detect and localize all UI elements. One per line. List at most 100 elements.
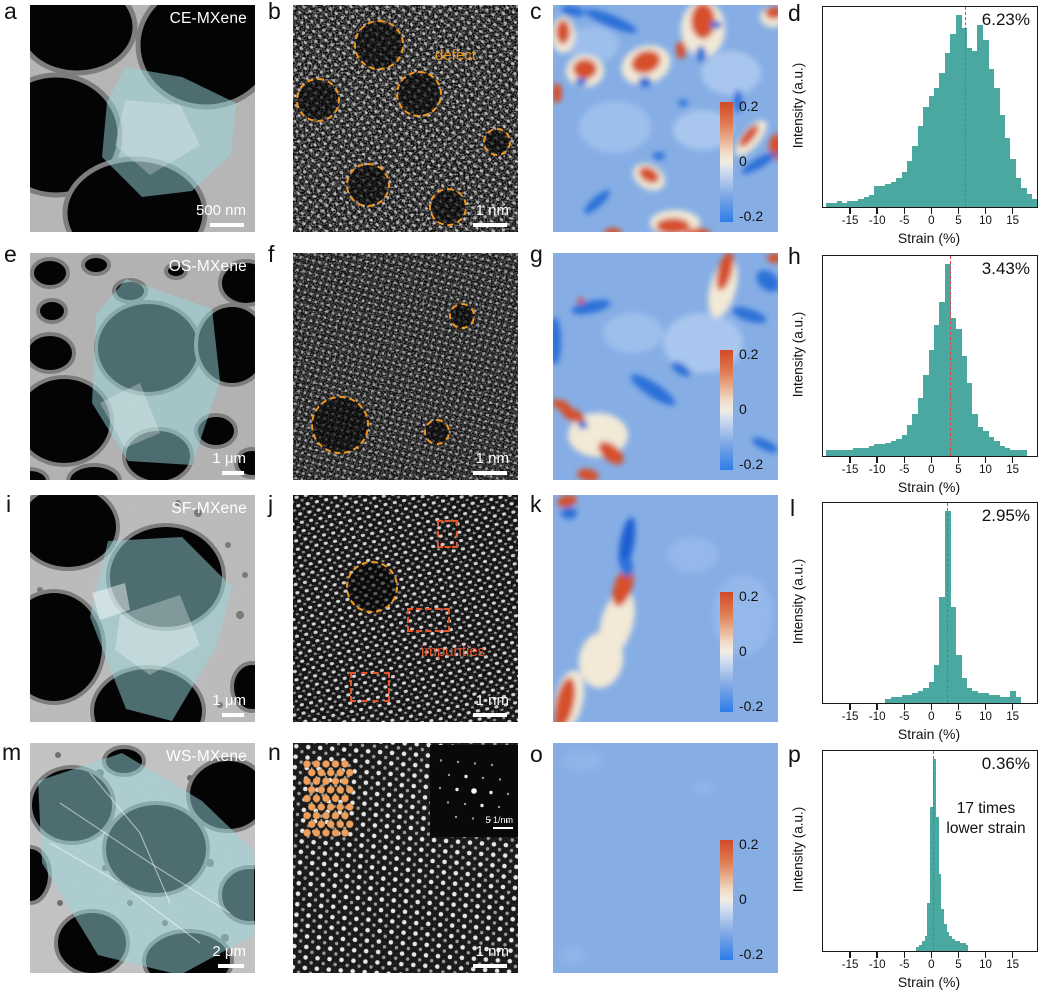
mxene-flake (102, 67, 236, 197)
scale-bar-label: 500 nm (195, 202, 246, 219)
panel-f-stem: 1 nm (293, 253, 518, 480)
x-axis-tick-label: -5 (899, 215, 910, 227)
histogram-bar (999, 114, 1005, 207)
x-axis-tick-label: -10 (868, 215, 886, 227)
mxene-flake (90, 537, 232, 721)
histogram-bar (961, 28, 968, 207)
defect-circle (346, 561, 398, 613)
histogram-bar (961, 678, 968, 703)
histogram-plot: 6.23% -15 -10 -5 0 5 10 15 (822, 6, 1038, 227)
scale-bar-line (473, 712, 507, 717)
colorbar-label-max: 0.2 (739, 836, 759, 852)
x-axis-tick-label: 5 (955, 959, 962, 971)
scale-bar: 1 nm (473, 943, 509, 968)
histogram-bar (934, 325, 940, 456)
histogram-bar (1004, 697, 1011, 703)
histogram-bar (885, 442, 892, 456)
histogram-bar (934, 87, 940, 207)
histogram-bar (961, 356, 968, 456)
histogram-bar (928, 350, 935, 456)
colorbar-label-mid: 0 (739, 891, 747, 907)
panel-letter-b: b (268, 0, 281, 24)
histogram-bar (977, 693, 984, 703)
histogram-bar (825, 450, 832, 456)
x-axis-tick (876, 456, 878, 463)
histogram-bar (957, 941, 961, 951)
panel-letter-d: d (788, 0, 801, 26)
x-axis-tick (1011, 703, 1014, 710)
x-axis-tick-label: -5 (899, 711, 910, 723)
histogram-bar (1009, 159, 1016, 207)
histogram-bar (966, 687, 973, 703)
x-axis-tick (984, 207, 987, 214)
x-axis-tick (984, 456, 987, 463)
colorbar-label-mid: 0 (739, 643, 747, 659)
histogram-bar (955, 329, 962, 456)
x-axis-tick-label: 15 (1006, 959, 1019, 971)
x-axis-tick-label: -10 (868, 464, 886, 476)
x-axis-tick (903, 951, 906, 958)
x-axis-tick (984, 951, 987, 958)
impurity-box (350, 672, 390, 702)
histogram-bar (982, 431, 989, 456)
histogram-bar (950, 34, 957, 207)
histogram-bar (825, 203, 832, 207)
panel-letter-k: k (530, 491, 542, 517)
material-label: SF-MXene (171, 500, 247, 517)
colorbar-label-min: -0.2 (739, 208, 764, 224)
scale-bar: 500 nm (195, 202, 246, 227)
material-label: CE-MXene (169, 10, 247, 27)
colorbar-label-max: 0.2 (739, 98, 759, 114)
x-axis-tick (957, 703, 960, 710)
histogram-bar (930, 807, 934, 951)
fft-scale-bar-label: 5 1/nm (485, 815, 513, 825)
panel-letter-g: g (530, 241, 543, 267)
x-axis-tick (903, 207, 906, 214)
defect-circle (429, 188, 467, 226)
histogram-bar (977, 24, 984, 207)
x-axis-tick-label: -15 (841, 215, 859, 227)
histogram-bar (971, 51, 978, 207)
histogram-bar (962, 943, 966, 951)
mean-strain-value: 3.43% (981, 259, 1030, 278)
histogram-bar (852, 448, 859, 456)
x-axis-tick (930, 951, 933, 958)
x-axis-tick-label: -10 (868, 959, 886, 971)
x-axis-tick (876, 207, 878, 214)
histogram-bar (890, 440, 897, 456)
x-axis-tick-label: 15 (1006, 464, 1019, 476)
histogram-bar (924, 935, 928, 951)
scale-bar-line (473, 470, 507, 475)
x-axis-tick-label: 0 (928, 464, 935, 476)
panel-a-tem: CE-MXene 500 nm (30, 5, 255, 232)
scale-bar: 1 μm (212, 692, 246, 717)
scale-bar-label: 1 μm (212, 450, 246, 467)
panel-p-histogram: Intensity (a.u.) 0.36% 17 times lower st… (788, 750, 1039, 991)
histogram-plot: 0.36% 17 times lower strain -15 -10 -5 0 5 10… (822, 750, 1038, 971)
mean-strain-line (949, 256, 951, 456)
mxene-flake (92, 279, 220, 465)
histogram-bar (885, 699, 892, 703)
scale-bar-line (218, 963, 244, 968)
panel-letter-n: n (268, 739, 281, 765)
histogram-bar (928, 95, 935, 207)
mean-strain-line (947, 503, 949, 703)
histogram-bar (912, 145, 919, 207)
histogram-bar (923, 107, 930, 207)
x-axis-tick (957, 456, 960, 463)
scale-bar-line (222, 712, 244, 717)
histogram-bar (944, 264, 951, 456)
histogram-bar (879, 185, 886, 207)
histogram-bar (896, 438, 903, 456)
histogram-bar (917, 691, 924, 703)
histogram-bar (885, 183, 892, 207)
panel-g-strain-map: 0.2 0 -0.2 (553, 253, 778, 480)
y-axis-label: Intensity (a.u.) (790, 311, 806, 398)
defect-circle (346, 163, 390, 207)
histogram-bar (934, 664, 940, 703)
histogram-bar (1015, 178, 1022, 207)
mxene-flake (38, 753, 254, 973)
histogram-bar (869, 195, 875, 207)
x-axis-tick (984, 703, 987, 710)
